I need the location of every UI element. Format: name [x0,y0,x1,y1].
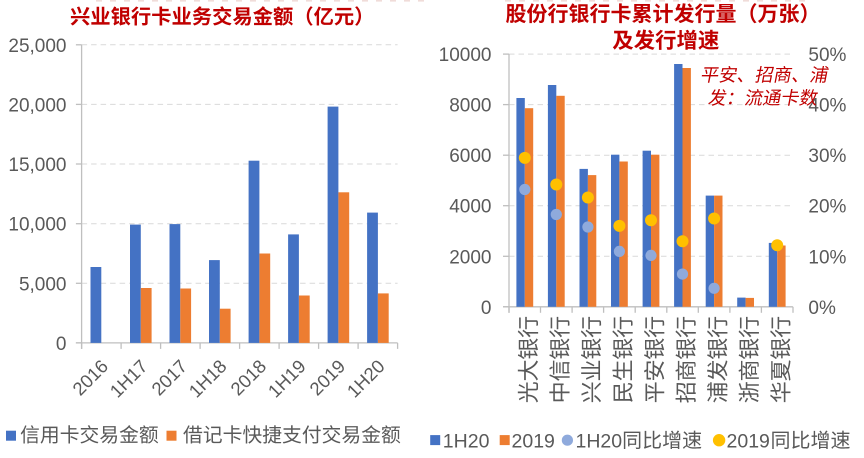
svg-text:8000: 8000 [449,96,491,117]
svg-text:0: 0 [481,298,492,319]
svg-text:20%: 20% [808,197,846,218]
svg-text:10,000: 10,000 [8,215,66,236]
svg-text:2019: 2019 [727,430,770,452]
svg-text:1H20: 1H20 [576,430,623,452]
svg-text:25,000: 25,000 [8,36,66,57]
svg-text:4000: 4000 [449,197,491,218]
svg-text:2000: 2000 [449,247,491,268]
svg-text:0: 0 [56,334,67,355]
svg-text:15,000: 15,000 [8,155,66,176]
svg-text:6000: 6000 [449,146,491,167]
svg-text:10%: 10% [808,247,846,268]
svg-text:1H20: 1H20 [443,430,490,452]
svg-text:40%: 40% [808,96,846,117]
svg-text:10000: 10000 [439,45,492,66]
svg-text:0%: 0% [808,298,836,319]
svg-text:50%: 50% [808,45,846,66]
svg-text:2019: 2019 [512,430,555,452]
svg-text:30%: 30% [808,146,846,167]
svg-text:20,000: 20,000 [8,95,66,116]
svg-text:5,000: 5,000 [19,274,67,295]
